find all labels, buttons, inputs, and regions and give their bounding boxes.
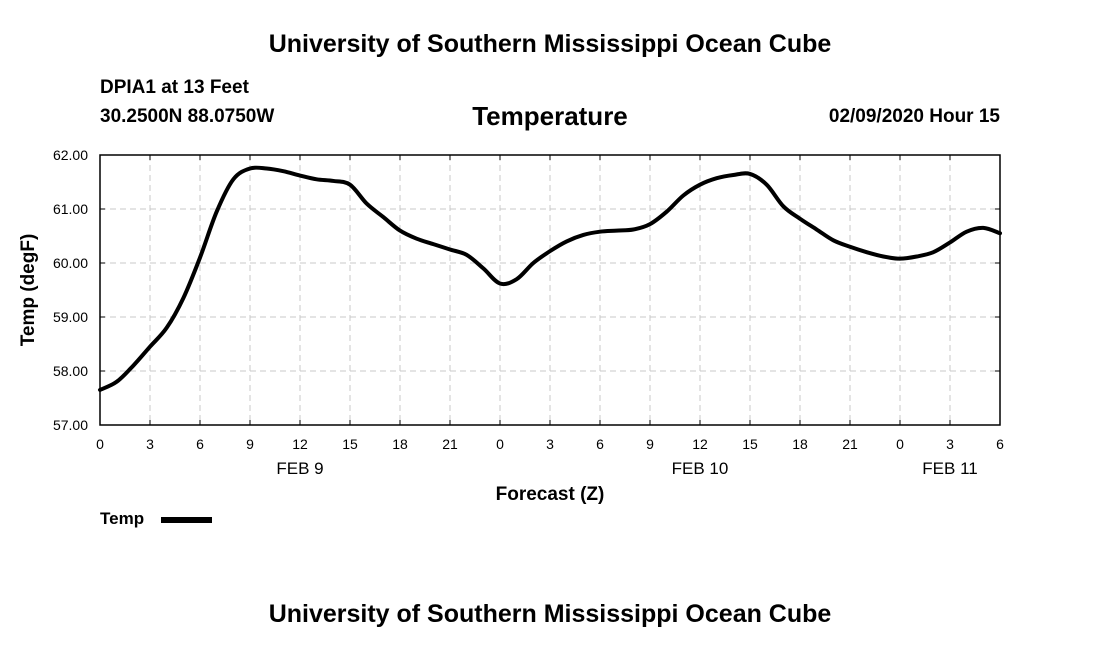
station-label: DPIA1 at 13 Feet: [100, 77, 249, 98]
legend-swatch: [161, 517, 212, 523]
x-tick-label: 18: [792, 436, 808, 452]
legend-label: Temp: [100, 509, 145, 528]
datetime-label: 02/09/2020 Hour 15: [828, 106, 1000, 127]
x-tick-label: 21: [442, 436, 458, 452]
y-tick-label: 61.00: [53, 201, 88, 217]
y-tick-label: 62.00: [53, 147, 88, 163]
x-tick-label: 12: [692, 436, 708, 452]
x-tick-label: 0: [896, 436, 904, 452]
y-tick-label: 58.00: [53, 363, 88, 379]
x-tick-label: 9: [646, 436, 654, 452]
x-tick-label: 0: [496, 436, 504, 452]
x-tick-label: 6: [196, 436, 204, 452]
date-label: FEB 10: [672, 459, 729, 478]
x-tick-label: 18: [392, 436, 408, 452]
chart-title: Temperature: [472, 101, 628, 131]
x-tick-label: 21: [842, 436, 858, 452]
x-tick-label: 3: [146, 436, 154, 452]
y-tick-label: 59.00: [53, 309, 88, 325]
x-tick-label: 9: [246, 436, 254, 452]
y-tick-label: 57.00: [53, 417, 88, 433]
date-label: FEB 9: [276, 459, 323, 478]
series-line-temp: [98, 165, 1002, 392]
y-axis-title: Temp (degF): [18, 234, 39, 347]
footer-title: University of Southern Mississippi Ocean…: [268, 600, 832, 628]
x-tick-label: 3: [946, 436, 954, 452]
x-tick-label: 0: [96, 436, 104, 452]
date-label: FEB 11: [922, 459, 977, 478]
x-tick-label: 15: [342, 436, 358, 452]
x-tick-label: 15: [742, 436, 758, 452]
location-label: 30.2500N 88.0750W: [100, 106, 275, 127]
page-title: University of Southern Mississippi Ocean…: [268, 30, 832, 58]
x-axis-title: Forecast (Z): [496, 484, 605, 505]
y-tick-label: 60.00: [53, 255, 88, 271]
x-tick-label: 12: [292, 436, 308, 452]
x-tick-label: 6: [596, 436, 604, 452]
x-tick-label: 3: [546, 436, 554, 452]
x-tick-label: 6: [996, 436, 1004, 452]
